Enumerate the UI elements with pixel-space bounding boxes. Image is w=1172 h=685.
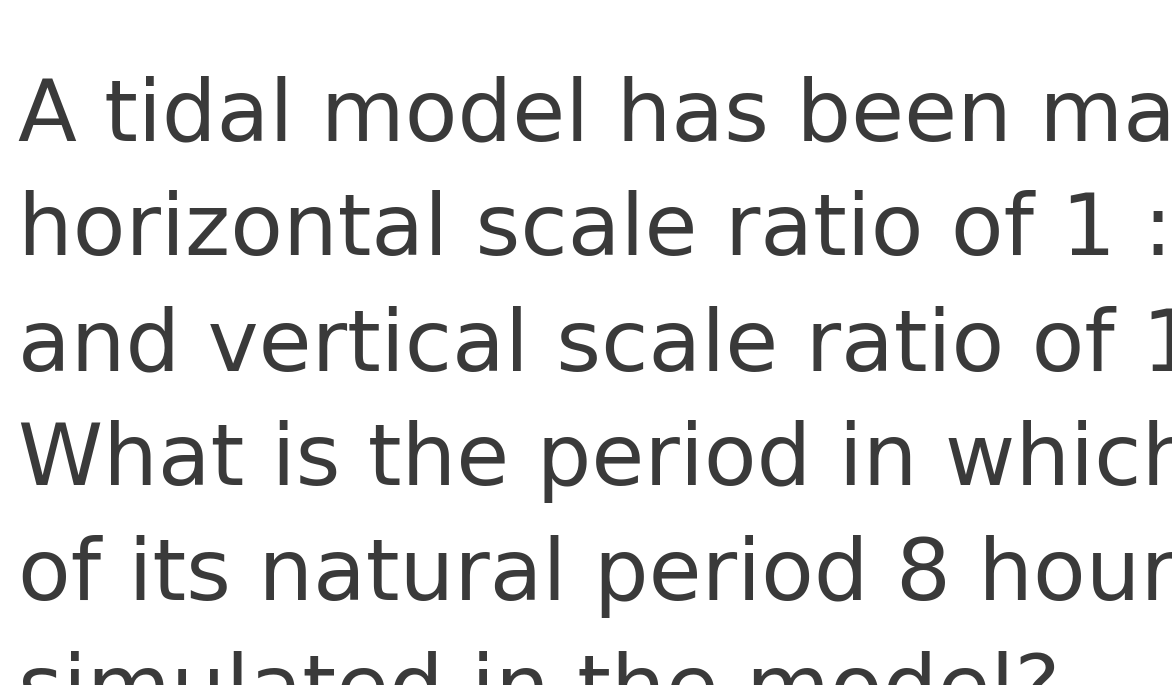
Text: and vertical scale ratio of 1 : 350.: and vertical scale ratio of 1 : 350. xyxy=(18,305,1172,388)
Text: horizontal scale ratio of 1 : 7000: horizontal scale ratio of 1 : 7000 xyxy=(18,190,1172,273)
Text: What is the period in which a tide: What is the period in which a tide xyxy=(18,420,1172,503)
Text: of its natural period 8 hour can be: of its natural period 8 hour can be xyxy=(18,535,1172,618)
Text: A tidal model has been made with: A tidal model has been made with xyxy=(18,75,1172,158)
Text: simulated in the model?: simulated in the model? xyxy=(18,650,1061,685)
